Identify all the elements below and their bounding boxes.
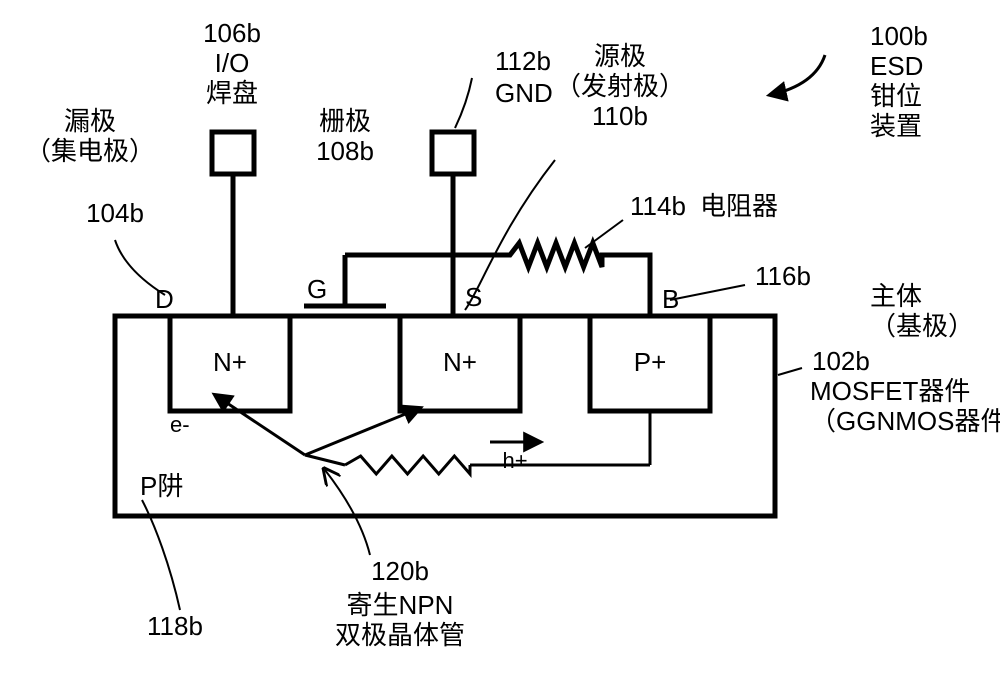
label-102b-ref: 102b bbox=[812, 346, 870, 376]
arrow-100b bbox=[770, 55, 825, 95]
label-100b-line3: 装置 bbox=[870, 111, 922, 141]
label-120b-line1: 双极晶体管 bbox=[335, 620, 465, 650]
label-112b-ref: 112b bbox=[495, 46, 551, 76]
resistor-wire bbox=[345, 243, 650, 316]
internal-h-resistor bbox=[345, 456, 470, 474]
label-100b-line2: 钳位 bbox=[870, 81, 922, 111]
label-114b-txt: 电阻器 bbox=[700, 191, 778, 221]
label-112b-gnd: GND bbox=[495, 78, 553, 108]
drain-n-label: N+ bbox=[213, 347, 247, 377]
body-p-label: P+ bbox=[634, 347, 667, 377]
label-110b-line1: （发射极） bbox=[555, 71, 685, 101]
label-100b-line0: 100b bbox=[870, 21, 928, 51]
leader-114b bbox=[585, 220, 623, 248]
label-114b-ref: 114b bbox=[630, 191, 686, 221]
label-106b-line2: 焊盘 bbox=[206, 78, 258, 108]
source-n-label: N+ bbox=[443, 347, 477, 377]
label-116b-line0: 主体 bbox=[870, 281, 922, 311]
e-minus-label: e- bbox=[170, 412, 190, 437]
h-plus-label: h+ bbox=[502, 448, 527, 473]
gnd-pad bbox=[432, 132, 474, 174]
label-110b-line2: 110b bbox=[592, 101, 648, 131]
label-104b-line1: （集电极） bbox=[25, 136, 155, 166]
label-116b-line1: （基极） bbox=[870, 311, 974, 341]
label-102b-line0: MOSFET器件 bbox=[810, 376, 970, 406]
label-116b-ref: 116b bbox=[755, 261, 811, 291]
label-102b-line1: （GGNMOS器件） bbox=[810, 406, 1000, 436]
io-pad bbox=[212, 132, 254, 174]
npn-c-arrow bbox=[305, 408, 420, 455]
label-120b-line0: 寄生NPN bbox=[347, 590, 454, 620]
label-110b-line0: 源极 bbox=[594, 41, 646, 71]
leader-112b bbox=[455, 78, 472, 128]
label-100b-line1: ESD bbox=[870, 51, 923, 81]
label-106b-line0: 106b bbox=[203, 18, 261, 48]
npn-base-to-res bbox=[305, 455, 345, 465]
label-104b-line0: 漏极 bbox=[64, 106, 116, 136]
pwell-label: P阱 bbox=[140, 471, 183, 501]
label-108b-line1: 108b bbox=[316, 136, 374, 166]
gate-letter: G bbox=[307, 274, 327, 304]
leader-120b bbox=[325, 470, 370, 555]
label-118b: 118b bbox=[147, 611, 203, 641]
label-108b-line0: 栅极 bbox=[319, 106, 371, 136]
leader-116b bbox=[670, 285, 745, 300]
leader-102b bbox=[778, 368, 802, 375]
label-106b-line1: I/O bbox=[215, 48, 250, 78]
pwell-box bbox=[115, 316, 775, 516]
label-104b-ref: 104b bbox=[86, 198, 144, 228]
leader-110b bbox=[465, 160, 555, 310]
esd-clamp-diagram: N+ N+ P+ P阱 D G S B e- h+ 100bESD钳位装置106… bbox=[0, 0, 1000, 687]
label-120b-ref: 120b bbox=[371, 556, 429, 586]
drain-letter: D bbox=[155, 284, 174, 314]
